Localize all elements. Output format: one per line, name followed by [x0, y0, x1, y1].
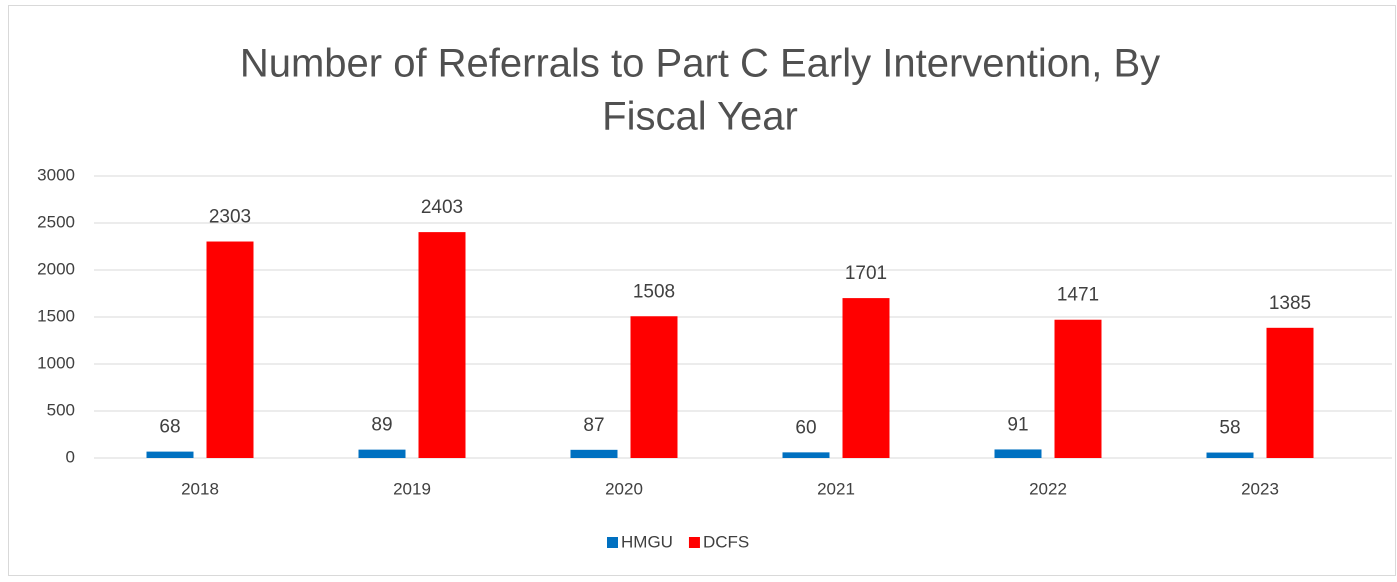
bar: [1206, 452, 1254, 458]
y-tick-label: 1000: [37, 353, 75, 372]
bar: [1054, 319, 1102, 458]
legend-label: HMGU: [621, 532, 673, 551]
value-label: 1385: [1269, 293, 1311, 314]
chart-title: Fiscal Year: [602, 95, 798, 139]
bar: [206, 241, 254, 458]
x-tick-label: 2022: [1029, 479, 1067, 498]
y-tick-label: 1500: [37, 306, 75, 325]
bar: [1266, 327, 1314, 458]
value-label: 58: [1219, 418, 1240, 439]
bar: [842, 298, 890, 458]
y-tick-label: 0: [66, 447, 75, 466]
bar: [630, 316, 678, 458]
value-label: 89: [371, 415, 392, 436]
legend-swatch: [607, 537, 618, 548]
y-tick-label: 500: [47, 400, 75, 419]
bar: [994, 449, 1042, 458]
value-label: 1471: [1057, 285, 1099, 306]
value-label: 91: [1007, 414, 1028, 435]
value-label: 68: [159, 417, 180, 438]
x-tick-label: 2018: [181, 479, 219, 498]
bar: [146, 451, 194, 458]
value-label: 2303: [209, 207, 251, 228]
bar: [570, 449, 618, 458]
y-tick-label: 2500: [37, 212, 75, 231]
bar: [418, 232, 466, 458]
chart-title: Number of Referrals to Part C Early Inte…: [240, 42, 1160, 86]
y-tick-label: 2000: [37, 259, 75, 278]
legend-swatch: [688, 537, 700, 548]
value-label: 2403: [421, 197, 463, 218]
x-tick-label: 2020: [605, 479, 643, 498]
bar: [358, 449, 406, 458]
x-tick-label: 2021: [817, 479, 855, 498]
x-tick-label: 2019: [393, 479, 431, 498]
value-label: 1701: [845, 263, 887, 284]
y-tick-label: 3000: [37, 165, 75, 184]
value-label: 60: [795, 417, 816, 438]
legend-label: DCFS: [703, 532, 749, 551]
x-tick-label: 2023: [1241, 479, 1279, 498]
bar: [782, 452, 830, 458]
value-label: 1508: [633, 281, 675, 302]
value-label: 87: [583, 415, 604, 436]
